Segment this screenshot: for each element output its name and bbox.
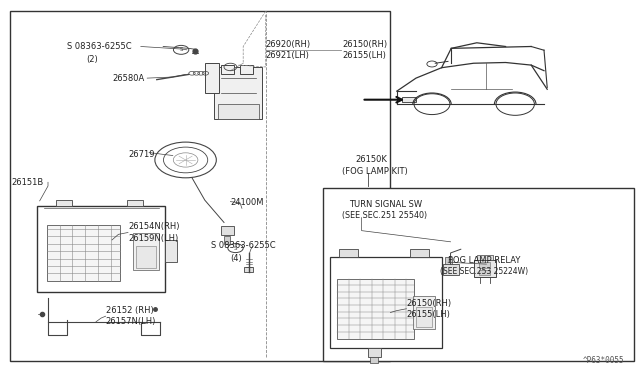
Bar (337, 279, 414, 339)
Bar (474, 260, 496, 277)
Text: 26150K: 26150K (355, 155, 387, 164)
Text: S: S (234, 246, 237, 251)
Text: ^P63*0055: ^P63*0055 (582, 356, 624, 365)
Text: 26159N(LH): 26159N(LH) (128, 234, 179, 243)
Text: 24100M: 24100M (230, 198, 264, 207)
Bar (413, 296, 435, 329)
Bar (214, 67, 262, 119)
Bar (136, 246, 156, 268)
Bar (127, 200, 143, 206)
Text: 26151B: 26151B (12, 178, 44, 187)
Text: (SEE SEC.251 25540): (SEE SEC.251 25540) (342, 211, 428, 220)
Text: TURN SIGNAL SW: TURN SIGNAL SW (349, 200, 422, 209)
Text: 26157N(LH): 26157N(LH) (106, 317, 156, 326)
Text: 26580A: 26580A (112, 74, 144, 83)
Bar (402, 97, 416, 102)
Bar (37, 206, 165, 292)
Text: (4): (4) (230, 254, 242, 263)
Text: 26154N(RH): 26154N(RH) (128, 222, 179, 231)
Bar (410, 249, 429, 257)
Bar (323, 188, 634, 361)
Bar (416, 307, 432, 327)
Text: 26150(RH): 26150(RH) (406, 299, 452, 308)
Bar (370, 357, 378, 363)
Bar (133, 232, 159, 270)
Text: 26155(LH): 26155(LH) (406, 310, 451, 319)
Text: 26920(RH): 26920(RH) (266, 40, 311, 49)
Text: S 08363-6255C: S 08363-6255C (211, 241, 276, 250)
Bar (330, 257, 442, 348)
Bar (443, 264, 459, 275)
Bar (221, 65, 234, 74)
Text: (FOG LAMP KIT): (FOG LAMP KIT) (342, 167, 408, 176)
Text: 26152 (RH): 26152 (RH) (106, 306, 154, 315)
Bar (218, 104, 259, 119)
Text: 26921(LH): 26921(LH) (266, 51, 310, 60)
Bar (165, 240, 177, 262)
Bar (224, 236, 230, 244)
Text: 26155(LH): 26155(LH) (342, 51, 387, 60)
Bar (368, 348, 381, 357)
Bar (479, 262, 490, 268)
Text: 26719: 26719 (128, 150, 154, 159)
Bar (445, 257, 452, 264)
Text: S 08363-6255C: S 08363-6255C (67, 42, 132, 51)
Text: (2): (2) (86, 55, 98, 64)
Text: 26150(RH): 26150(RH) (342, 40, 388, 49)
Bar (205, 63, 219, 93)
Bar (244, 267, 253, 272)
Bar (339, 249, 358, 257)
Bar (47, 225, 120, 281)
Bar (10, 11, 390, 361)
Bar (240, 65, 253, 74)
Bar (56, 200, 72, 206)
Text: S: S (179, 47, 183, 52)
Bar (221, 226, 234, 235)
Text: (SEE SEC.253 25224W): (SEE SEC.253 25224W) (440, 267, 529, 276)
Bar (477, 255, 493, 260)
Text: FOG LAMP RELAY: FOG LAMP RELAY (448, 256, 520, 265)
Bar (479, 270, 490, 275)
